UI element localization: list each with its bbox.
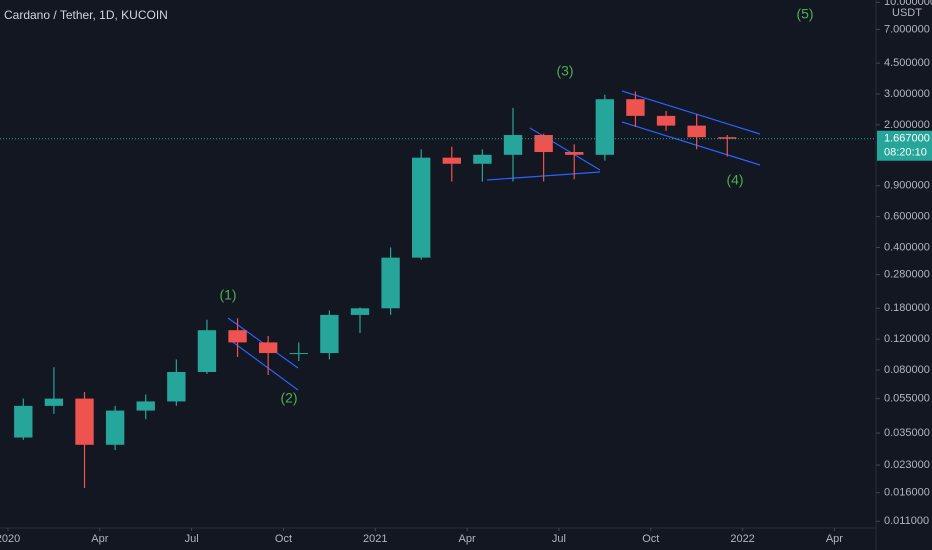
wave-label: (2) xyxy=(280,390,297,406)
candle-body xyxy=(14,405,33,438)
candle-body xyxy=(75,398,94,445)
candle-body xyxy=(44,398,64,406)
wave-label: (4) xyxy=(726,172,743,188)
y-tick-label: 0.016000 xyxy=(884,487,930,499)
candle-body xyxy=(656,115,676,126)
candle-body xyxy=(503,135,523,155)
y-tick-label: 0.023000 xyxy=(884,459,930,471)
x-tick-label: 2021 xyxy=(363,533,387,545)
candle-body xyxy=(105,410,125,445)
wave-label: (3) xyxy=(556,63,573,79)
trendline xyxy=(529,127,601,171)
candle-body xyxy=(136,401,155,411)
y-tick-label: 0.400000 xyxy=(884,241,930,253)
candle-body xyxy=(718,137,737,139)
candle-body xyxy=(289,353,308,355)
y-tick-label: 3.000000 xyxy=(884,88,930,100)
wave-label: (1) xyxy=(219,287,236,303)
candle-body xyxy=(412,157,431,258)
candle-body xyxy=(228,330,247,343)
y-tick-label: 0.120000 xyxy=(884,333,930,345)
trendline xyxy=(621,90,761,135)
candle-body xyxy=(534,135,553,153)
x-tick-label: Jul xyxy=(185,533,199,545)
candle-body xyxy=(381,257,400,309)
x-tick-label: Oct xyxy=(275,533,292,545)
x-tick-label: Jul xyxy=(552,533,566,545)
y-tick-label: 0.600000 xyxy=(884,210,930,222)
x-tick-label: 2020 xyxy=(0,533,20,545)
candle-body xyxy=(626,99,645,116)
countdown: 08:20:10 xyxy=(884,147,927,159)
candle-body xyxy=(167,371,186,402)
candle-body xyxy=(350,308,370,315)
y-tick-label: 0.011000 xyxy=(884,515,929,527)
y-tick-label: 0.055000 xyxy=(884,393,930,405)
candle-body xyxy=(258,342,278,354)
y-tick-label: 0.280000 xyxy=(884,269,930,281)
x-tick-label: 2022 xyxy=(730,533,754,545)
y-tick-label: 10.000000 xyxy=(884,0,932,8)
y-tick-label: 0.180000 xyxy=(884,302,930,314)
y-tick-label: 0.080000 xyxy=(884,364,930,376)
last-price-label: 1.667000 xyxy=(884,133,930,145)
candle-body xyxy=(442,157,461,164)
candle-body xyxy=(320,314,339,354)
trendline xyxy=(229,339,299,391)
wave-label: (5) xyxy=(796,6,813,22)
x-tick-label: Oct xyxy=(642,533,659,545)
x-tick-label: Apr xyxy=(826,533,843,545)
last-price-box xyxy=(877,130,932,161)
candle-body xyxy=(595,99,615,155)
candle-body xyxy=(197,330,217,372)
y-unit: USDT xyxy=(892,7,922,19)
y-tick-label: 7.000000 xyxy=(884,23,930,35)
candle-body xyxy=(473,154,492,164)
x-tick-label: Apr xyxy=(459,533,476,545)
chart-title: Cardano / Tether, 1D, KUCOIN xyxy=(4,8,168,22)
x-tick-label: Apr xyxy=(91,533,108,545)
candle-body xyxy=(565,152,584,155)
y-tick-label: 2.000000 xyxy=(884,119,930,131)
candle-body xyxy=(687,125,706,138)
trendline xyxy=(621,121,761,166)
y-tick-label: 4.500000 xyxy=(884,57,930,69)
y-tick-label: 0.900000 xyxy=(884,180,930,192)
y-tick-label: 0.035000 xyxy=(884,427,930,439)
